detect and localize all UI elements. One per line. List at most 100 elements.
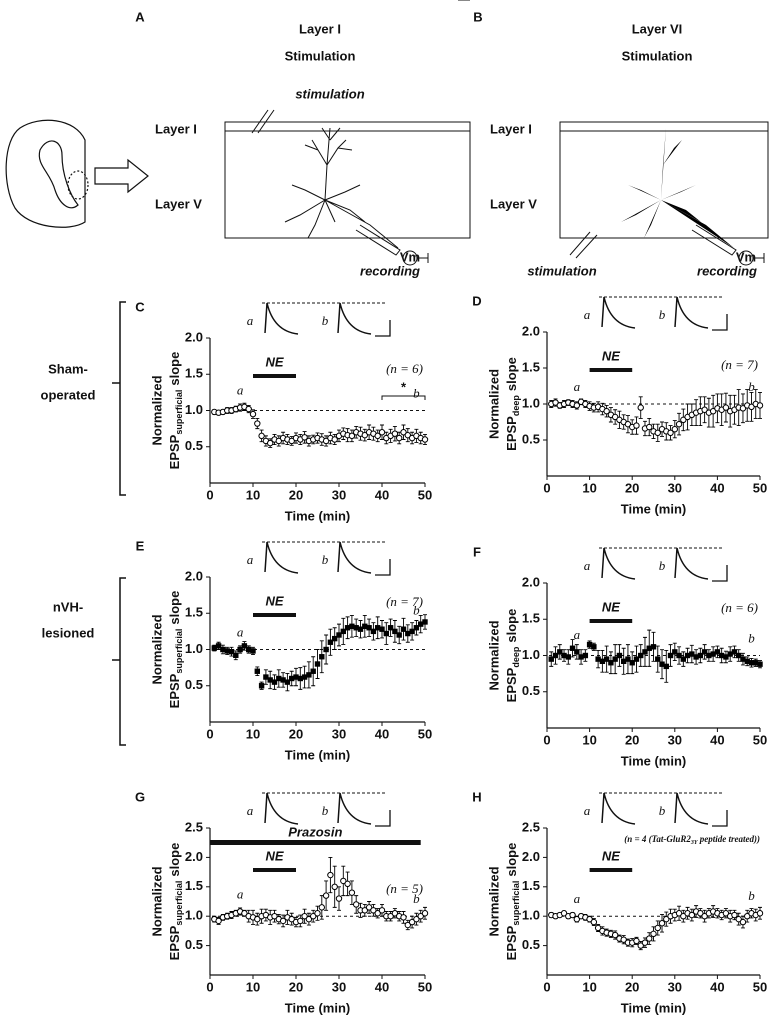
y-tick-label: 2.0 xyxy=(522,323,540,338)
x-tick-label: 30 xyxy=(332,979,346,994)
y-axis-title-part: EPSP xyxy=(504,416,519,451)
data-point xyxy=(731,911,738,919)
x-tick-label: 20 xyxy=(289,726,303,741)
data-point xyxy=(215,643,222,649)
data-point xyxy=(301,674,308,680)
trace-label: b xyxy=(322,803,329,818)
data-point xyxy=(357,626,364,632)
scale-bar xyxy=(712,810,728,827)
trace xyxy=(264,792,299,825)
x-tick-label: 30 xyxy=(332,487,346,502)
data-point xyxy=(348,432,356,440)
phase-label: b xyxy=(413,603,420,618)
y-tick-label: 2.0 xyxy=(522,849,540,864)
data-point xyxy=(250,648,256,654)
data-point xyxy=(258,432,265,440)
data-point xyxy=(620,936,627,943)
ne-bar xyxy=(589,619,633,623)
y-tick-label: 0.5 xyxy=(522,431,540,446)
layer-label: Layer I xyxy=(155,121,197,136)
layer-label: Layer I xyxy=(490,121,532,136)
column-title: Layer VI xyxy=(632,21,683,36)
data-point xyxy=(378,907,386,914)
y-tick-label: 1.0 xyxy=(185,641,203,656)
y-axis-title: EPSPsuperficial slope xyxy=(167,352,184,470)
data-point xyxy=(603,408,610,415)
data-point xyxy=(396,434,403,442)
data-point xyxy=(322,437,330,445)
data-point xyxy=(624,420,632,428)
trace-label: b xyxy=(659,803,666,818)
data-point xyxy=(340,628,346,635)
data-point xyxy=(680,656,687,662)
y-axis-title-sub: deep xyxy=(511,395,521,417)
x-tick-label: 20 xyxy=(289,487,303,502)
x-tick-label: 40 xyxy=(710,480,724,495)
trace xyxy=(674,296,709,329)
x-tick-label: 50 xyxy=(418,726,432,741)
panel-letter: D xyxy=(472,293,481,308)
recording-label: recording xyxy=(360,263,420,278)
data-point xyxy=(676,652,682,659)
data-point xyxy=(675,910,683,917)
n-label: (n = 7) xyxy=(721,357,758,372)
y-axis-title: EPSPdeep slope xyxy=(504,609,521,703)
data-point xyxy=(310,668,316,674)
data-point xyxy=(413,625,420,631)
data-point xyxy=(370,907,377,914)
data-point xyxy=(608,660,614,666)
data-point xyxy=(404,921,411,929)
phase-label: b xyxy=(748,379,755,394)
y-tick-label: 1.0 xyxy=(185,908,203,923)
data-point xyxy=(365,904,373,911)
x-tick-label: 10 xyxy=(582,732,596,747)
data-point xyxy=(552,399,559,406)
y-axis-title-part: slope xyxy=(167,591,182,625)
data-point xyxy=(413,915,420,923)
data-point xyxy=(254,668,260,674)
data-point xyxy=(319,654,325,660)
scale-bar xyxy=(712,565,728,582)
layer-label: Layer V xyxy=(155,196,202,211)
trace xyxy=(337,302,372,335)
data-point xyxy=(714,649,721,655)
data-point xyxy=(408,918,416,926)
data-point xyxy=(611,413,619,421)
panel-letter: G xyxy=(135,789,145,804)
n-label: (n = 5) xyxy=(386,881,423,896)
data-point xyxy=(722,910,730,917)
data-point xyxy=(254,915,261,923)
y-tick-label: 2.0 xyxy=(185,849,203,864)
data-point xyxy=(616,652,623,659)
x-axis-title: Time (min) xyxy=(285,1000,351,1015)
data-point xyxy=(370,628,377,635)
data-point xyxy=(245,405,252,413)
y-axis-title: Normalized xyxy=(486,620,501,690)
y-axis-title-part: EPSP xyxy=(504,925,519,960)
y-axis-title-sub: deep xyxy=(511,646,521,668)
data-point xyxy=(560,910,568,917)
y-axis-title-part: slope xyxy=(504,357,519,391)
y-tick-label: 0.5 xyxy=(522,683,540,698)
data-point xyxy=(344,880,351,888)
y-tick-label: 2.0 xyxy=(185,568,203,583)
data-point xyxy=(642,649,648,655)
data-point xyxy=(276,675,282,682)
data-point xyxy=(375,625,381,631)
y-axis-title-sub: superficial xyxy=(511,881,521,926)
phase-label: a xyxy=(237,624,244,639)
data-point xyxy=(249,410,257,418)
data-point xyxy=(421,910,429,917)
scale-bar xyxy=(375,810,391,827)
x-tick-label: 40 xyxy=(375,487,389,502)
data-point xyxy=(314,661,321,667)
ne-label: NE xyxy=(602,599,620,614)
prazosin-label: Prazosin xyxy=(288,824,342,839)
data-point xyxy=(680,913,687,920)
x-tick-label: 40 xyxy=(375,726,389,741)
data-point xyxy=(646,935,653,942)
data-point xyxy=(739,405,747,412)
vm-label: Vm xyxy=(400,249,420,264)
data-point xyxy=(301,434,308,441)
x-tick-label: 50 xyxy=(753,732,767,747)
